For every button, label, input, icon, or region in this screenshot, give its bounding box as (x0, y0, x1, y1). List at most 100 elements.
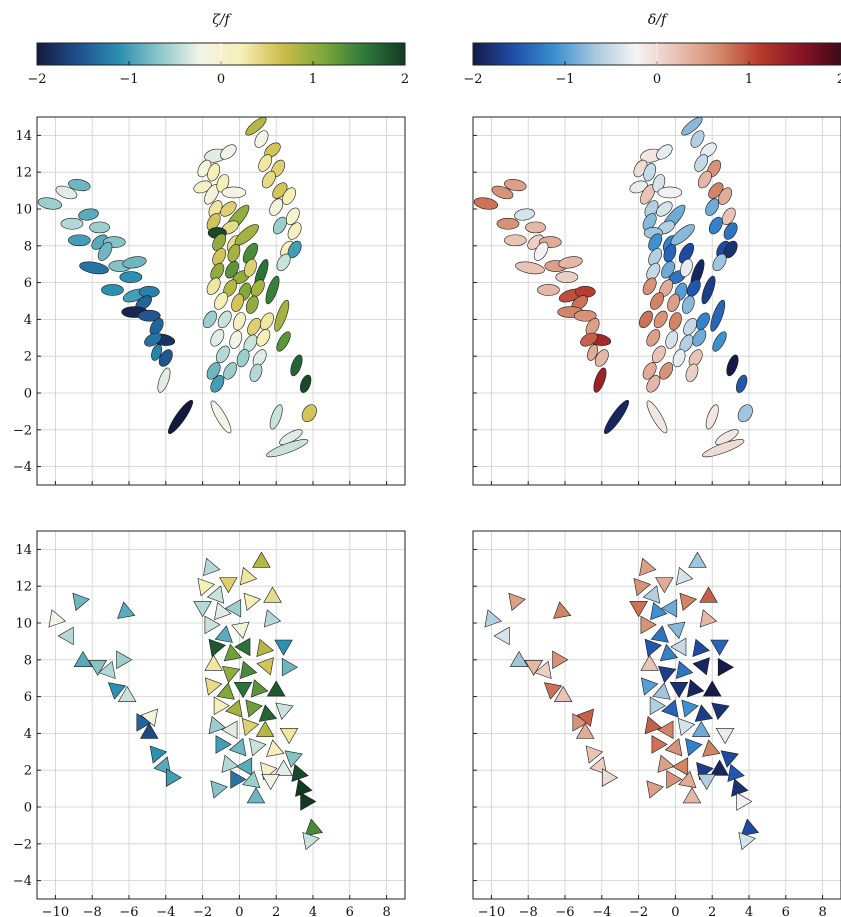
triangle-marker (657, 754, 675, 773)
ellipse-marker (669, 312, 682, 331)
colorbar-tick-label: −2 (27, 72, 46, 87)
ellipse-marker (665, 330, 679, 349)
ellipse-marker (207, 163, 221, 182)
y-tick-label: 12 (15, 166, 32, 181)
y-tick-label: 2 (24, 764, 32, 779)
ellipse-marker (681, 295, 695, 314)
ellipse-marker (210, 400, 232, 434)
ellipse-marker (247, 318, 262, 336)
x-tick-label: −10 (42, 905, 69, 917)
triangle-marker (651, 735, 668, 754)
ellipse-marker (89, 221, 110, 234)
triangle-marker (302, 831, 320, 851)
ellipse-marker (276, 253, 291, 272)
axes-frame (36, 530, 406, 900)
ellipse-marker (702, 439, 745, 458)
ellipse-marker (705, 198, 720, 216)
ellipse-marker (158, 349, 173, 367)
ellipse-marker (604, 399, 630, 435)
colorbar-zeta-title: ζ/f (212, 12, 232, 28)
ellipse-marker (285, 207, 300, 226)
ellipse-marker (269, 198, 284, 216)
x-tick-label: −4 (156, 905, 175, 917)
triangle-marker (575, 722, 595, 739)
triangle-marker (266, 680, 286, 697)
x-tick-label: −2 (193, 905, 212, 917)
triangle-marker (239, 566, 258, 586)
triangle-marker (214, 625, 233, 643)
ellipse-marker (229, 330, 243, 349)
y-tick-label: 12 (15, 580, 32, 595)
triangle-marker (233, 681, 253, 699)
triangle-marker (221, 665, 241, 684)
ellipse-marker (258, 154, 273, 172)
ellipse-marker (692, 329, 707, 347)
triangle-marker (585, 745, 604, 764)
triangle-marker (252, 551, 271, 568)
triangle-marker (553, 601, 572, 619)
triangle-marker (493, 626, 510, 646)
triangle-marker (677, 717, 696, 737)
ellipse-marker (705, 404, 719, 430)
ellipse-marker (203, 310, 217, 329)
triangle-marker (686, 679, 705, 698)
ellipse-marker (216, 174, 230, 193)
triangle-marker (256, 657, 274, 676)
ellipse-marker (685, 363, 699, 382)
triangle-marker (291, 763, 309, 783)
triangle-marker (107, 682, 127, 700)
ellipse-marker (245, 117, 267, 136)
triangle-marker (263, 609, 282, 628)
triangle-marker (671, 757, 689, 776)
ellipse-marker (78, 208, 99, 221)
triangle-marker (642, 585, 661, 604)
ellipse-marker (694, 154, 709, 172)
panel-3: −10 −8 −6 −4 −2 0 2 4 6 8 −4 −2 0 2 4 6 8 10 12 14 (13, 530, 406, 917)
triangle-marker (274, 639, 293, 656)
axes-frame (36, 116, 406, 486)
triangle-marker (284, 750, 303, 768)
triangle-marker (243, 592, 261, 611)
triangle-marker (484, 609, 502, 628)
triangle-marker (246, 787, 266, 804)
ellipse-marker (299, 374, 312, 393)
ellipse-marker (245, 295, 259, 314)
ellipse-marker (193, 180, 212, 194)
ellipse-marker (678, 242, 695, 264)
ellipse-marker (667, 293, 680, 312)
triangle-marker (234, 637, 251, 657)
triangle-marker (682, 787, 702, 804)
triangle-marker (206, 585, 225, 604)
triangle-marker (639, 557, 657, 577)
triangle-marker (72, 592, 90, 611)
triangle-marker (57, 626, 74, 646)
triangle-marker (235, 757, 253, 776)
triangle-marker (223, 643, 243, 662)
triangle-marker (644, 638, 662, 657)
ellipse-marker (659, 362, 674, 380)
ellipse-marker (254, 130, 269, 148)
ellipse-marker (555, 271, 579, 283)
triangle-marker (702, 739, 721, 757)
ellipse-marker (225, 260, 239, 279)
ellipse-marker (504, 179, 527, 192)
ellipse-marker (473, 197, 498, 210)
triangle-marker (710, 639, 729, 656)
ellipse-marker (220, 144, 237, 160)
ellipse-marker (290, 354, 303, 377)
ellipse-marker (220, 201, 237, 217)
y-tick-label: 6 (24, 276, 32, 291)
triangle-marker (116, 650, 133, 670)
triangle-marker (149, 745, 168, 764)
triangle-marker (508, 592, 526, 611)
triangle-marker (691, 720, 711, 737)
ellipse-marker (726, 354, 739, 377)
ellipse-marker (274, 299, 290, 332)
triangle-marker (249, 738, 267, 757)
ellipse-marker (525, 221, 546, 234)
x-tick-label: −8 (519, 905, 538, 917)
triangle-marker (697, 773, 716, 791)
triangle-marker (688, 551, 707, 568)
ellipse-marker (231, 293, 244, 312)
ellipse-marker (266, 439, 309, 458)
